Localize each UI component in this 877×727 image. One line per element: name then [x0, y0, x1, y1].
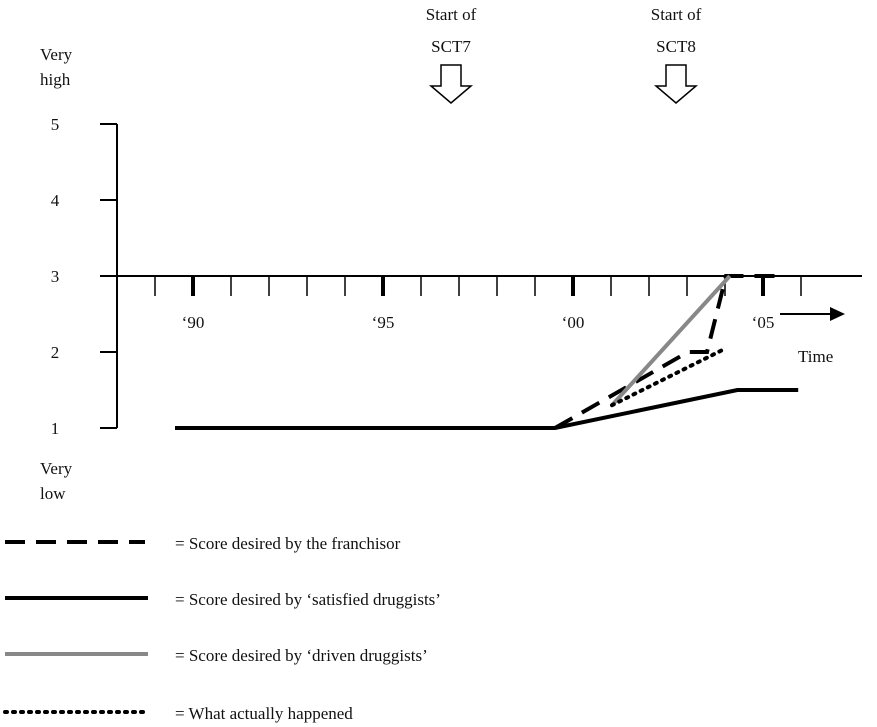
time-arrow: [780, 307, 845, 321]
legend: = Score desired by the franchisor = Scor…: [3, 534, 441, 723]
y-tick-label: 3: [51, 267, 60, 286]
y-axis-bottom-label-line2: low: [40, 484, 66, 503]
y-tick-label: 4: [51, 191, 60, 210]
series-franchisor-line: [554, 274, 783, 430]
x-tick-label: ‘90: [182, 313, 205, 332]
x-axis-label: Time: [798, 347, 833, 366]
x-tick-label: ‘05: [752, 313, 775, 332]
x-tick-label: ‘00: [562, 313, 585, 332]
y-axis-bottom-label-line1: Very: [40, 459, 73, 478]
sct7-arrow-icon: [428, 64, 474, 104]
legend-label-satisfied: = Score desired by ‘satisfied druggists’: [175, 590, 441, 609]
series-actual-line: [610, 346, 728, 408]
legend-label-driven: = Score desired by ‘driven druggists’: [175, 646, 428, 665]
series-satisfied-line: [175, 388, 799, 430]
sct7-annotation-line1: Start of: [426, 5, 477, 24]
legend-label-franchisor: = Score desired by the franchisor: [175, 534, 401, 553]
legend-label-actual: = What actually happened: [175, 704, 353, 723]
series-driven-line: [610, 274, 732, 407]
y-tick-label: 5: [51, 115, 60, 134]
x-tick-label: ‘95: [372, 313, 395, 332]
sct8-annotation-line1: Start of: [651, 5, 702, 24]
y-tick-label: 1: [51, 419, 60, 438]
y-tick-label: 2: [51, 343, 60, 362]
sct7-annotation-line2: SCT7: [431, 37, 471, 56]
sct8-arrow-icon: [653, 64, 699, 104]
y-axis-top-label-line1: Very: [40, 45, 73, 64]
x-ticks: ‘90 ‘95 ‘00 ‘05: [116, 276, 802, 332]
series-layer: [175, 274, 799, 430]
sct8-annotation-line2: SCT8: [656, 37, 696, 56]
y-axis-top-label-line2: high: [40, 70, 71, 89]
y-ticks: 1 2 3 4 5: [51, 115, 117, 438]
